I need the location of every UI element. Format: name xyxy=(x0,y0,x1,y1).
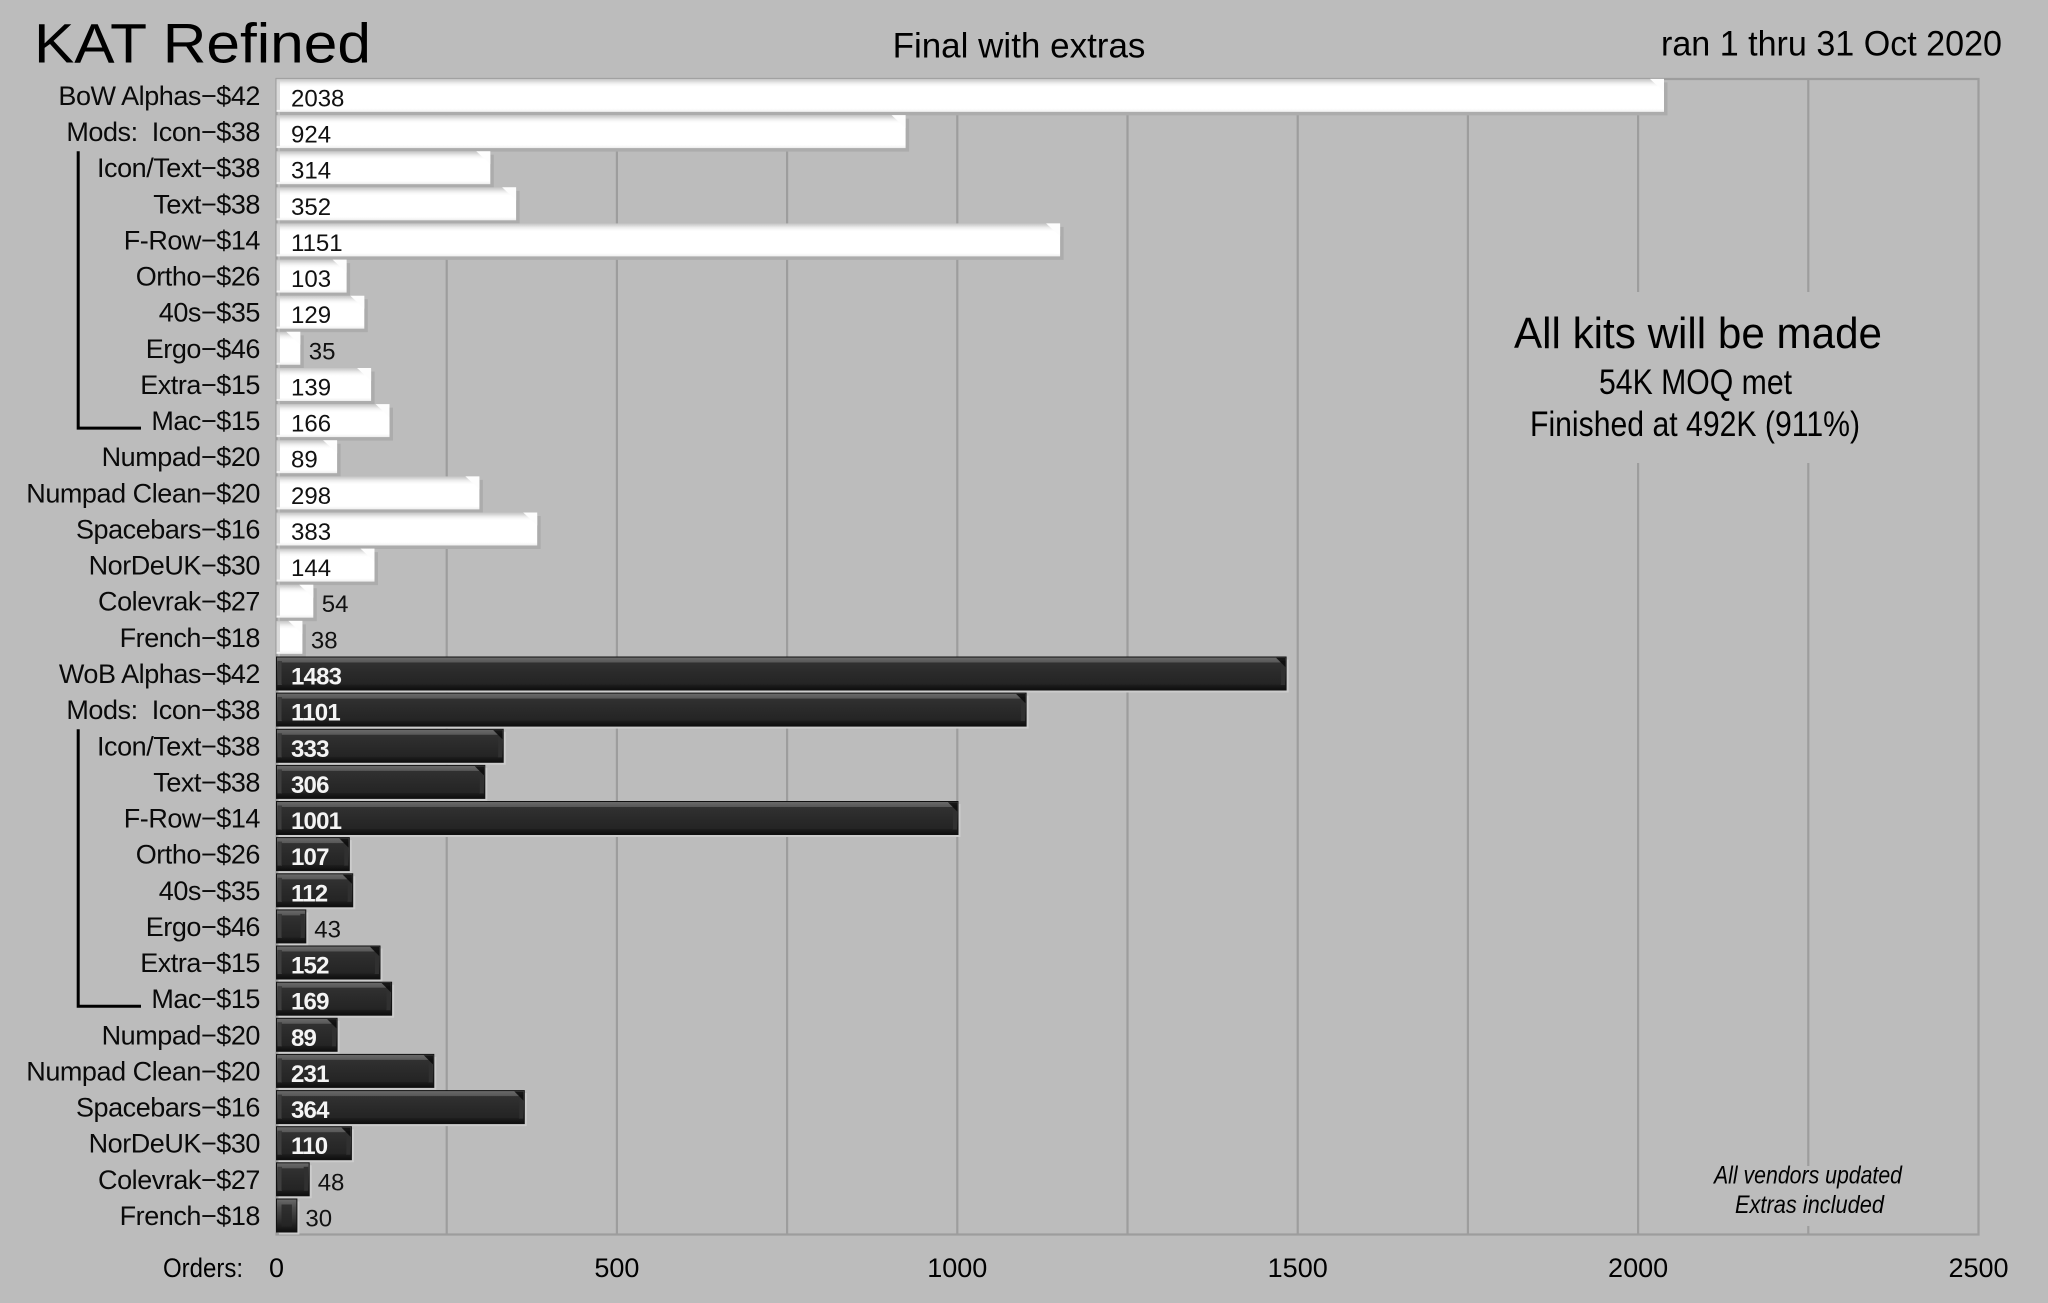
svg-text:Mods: Icon−$38: Mods: Icon−$38 xyxy=(66,117,260,147)
svg-text:306: 306 xyxy=(291,772,329,799)
svg-text:F-Row−$14: F-Row−$14 xyxy=(124,804,261,834)
svg-text:144: 144 xyxy=(291,555,331,582)
svg-text:NorDeUK−$30: NorDeUK−$30 xyxy=(89,1129,260,1159)
svg-text:Finished at 492K (911%): Finished at 492K (911%) xyxy=(1530,405,1860,444)
svg-text:F-Row−$14: F-Row−$14 xyxy=(124,225,261,255)
svg-text:139: 139 xyxy=(291,375,331,402)
svg-text:Colevrak−$27: Colevrak−$27 xyxy=(98,587,260,617)
svg-text:500: 500 xyxy=(594,1253,639,1283)
svg-text:Spacebars−$16: Spacebars−$16 xyxy=(76,1093,260,1123)
svg-text:Icon/Text−$38: Icon/Text−$38 xyxy=(97,731,260,761)
svg-text:Final with extras: Final with extras xyxy=(893,27,1146,66)
svg-text:152: 152 xyxy=(291,953,329,980)
svg-text:1000: 1000 xyxy=(927,1253,987,1283)
svg-text:166: 166 xyxy=(291,411,331,438)
svg-text:Ergo−$46: Ergo−$46 xyxy=(146,334,260,364)
svg-text:0: 0 xyxy=(269,1253,284,1283)
svg-text:Ortho−$26: Ortho−$26 xyxy=(136,840,260,870)
svg-text:Extras included: Extras included xyxy=(1735,1191,1885,1219)
svg-text:924: 924 xyxy=(291,122,331,149)
svg-text:All kits will be made: All kits will be made xyxy=(1514,309,1882,358)
svg-text:40s−$35: 40s−$35 xyxy=(159,876,260,906)
svg-text:Ergo−$46: Ergo−$46 xyxy=(146,912,260,942)
svg-text:Spacebars−$16: Spacebars−$16 xyxy=(76,515,260,545)
svg-text:112: 112 xyxy=(291,880,328,907)
svg-text:2000: 2000 xyxy=(1608,1253,1668,1283)
svg-text:Mac−$15: Mac−$15 xyxy=(151,984,260,1014)
svg-text:French−$18: French−$18 xyxy=(120,623,260,653)
svg-text:364: 364 xyxy=(291,1097,330,1124)
svg-text:2038: 2038 xyxy=(291,85,344,112)
svg-text:Numpad−$20: Numpad−$20 xyxy=(102,1020,260,1050)
svg-text:1151: 1151 xyxy=(291,230,343,257)
svg-text:BoW Alphas−$42: BoW Alphas−$42 xyxy=(58,81,260,111)
svg-text:110: 110 xyxy=(291,1133,328,1160)
svg-text:NorDeUK−$30: NorDeUK−$30 xyxy=(89,551,260,581)
svg-text:352: 352 xyxy=(291,194,331,221)
svg-text:Mac−$15: Mac−$15 xyxy=(151,406,260,436)
svg-text:35: 35 xyxy=(309,338,336,365)
svg-text:Ortho−$26: Ortho−$26 xyxy=(136,262,260,292)
svg-text:40s−$35: 40s−$35 xyxy=(159,298,260,328)
svg-text:Orders:: Orders: xyxy=(163,1253,243,1283)
svg-text:333: 333 xyxy=(291,736,329,763)
svg-text:KAT Refined: KAT Refined xyxy=(34,12,371,75)
svg-text:All vendors updated: All vendors updated xyxy=(1712,1162,1903,1190)
svg-text:1001: 1001 xyxy=(291,808,342,835)
svg-text:1101: 1101 xyxy=(291,700,340,727)
svg-text:Colevrak−$27: Colevrak−$27 xyxy=(98,1165,260,1195)
svg-text:298: 298 xyxy=(291,483,331,510)
svg-text:Icon/Text−$38: Icon/Text−$38 xyxy=(97,153,260,183)
svg-text:French−$18: French−$18 xyxy=(120,1201,260,1231)
svg-text:Extra−$15: Extra−$15 xyxy=(140,948,260,978)
svg-text:48: 48 xyxy=(318,1169,345,1196)
svg-text:1500: 1500 xyxy=(1268,1253,1328,1283)
svg-text:1483: 1483 xyxy=(291,664,342,691)
svg-text:Text−$38: Text−$38 xyxy=(153,189,260,219)
svg-text:WoB Alphas−$42: WoB Alphas−$42 xyxy=(59,659,260,689)
svg-text:129: 129 xyxy=(291,302,331,329)
svg-text:38: 38 xyxy=(311,627,338,654)
svg-text:89: 89 xyxy=(291,447,318,474)
svg-text:Mods: Icon−$38: Mods: Icon−$38 xyxy=(66,695,260,725)
svg-text:107: 107 xyxy=(291,844,329,871)
svg-text:89: 89 xyxy=(291,1025,317,1052)
svg-text:Text−$38: Text−$38 xyxy=(153,767,260,797)
svg-text:Numpad−$20: Numpad−$20 xyxy=(102,442,260,472)
svg-text:231: 231 xyxy=(291,1061,329,1088)
svg-text:314: 314 xyxy=(291,158,331,185)
svg-text:54K MOQ met: 54K MOQ met xyxy=(1599,363,1792,402)
svg-text:Numpad Clean−$20: Numpad Clean−$20 xyxy=(26,1056,260,1086)
svg-text:169: 169 xyxy=(291,989,329,1016)
svg-text:54: 54 xyxy=(322,591,349,618)
svg-text:30: 30 xyxy=(305,1206,332,1233)
svg-text:383: 383 xyxy=(291,519,331,546)
svg-text:103: 103 xyxy=(291,266,331,293)
svg-text:Extra−$15: Extra−$15 xyxy=(140,370,260,400)
svg-text:Numpad Clean−$20: Numpad Clean−$20 xyxy=(26,478,260,508)
svg-text:ran 1 thru 31 Oct 2020: ran 1 thru 31 Oct 2020 xyxy=(1661,25,2002,64)
svg-text:2500: 2500 xyxy=(1948,1253,2008,1283)
svg-text:43: 43 xyxy=(314,916,341,943)
